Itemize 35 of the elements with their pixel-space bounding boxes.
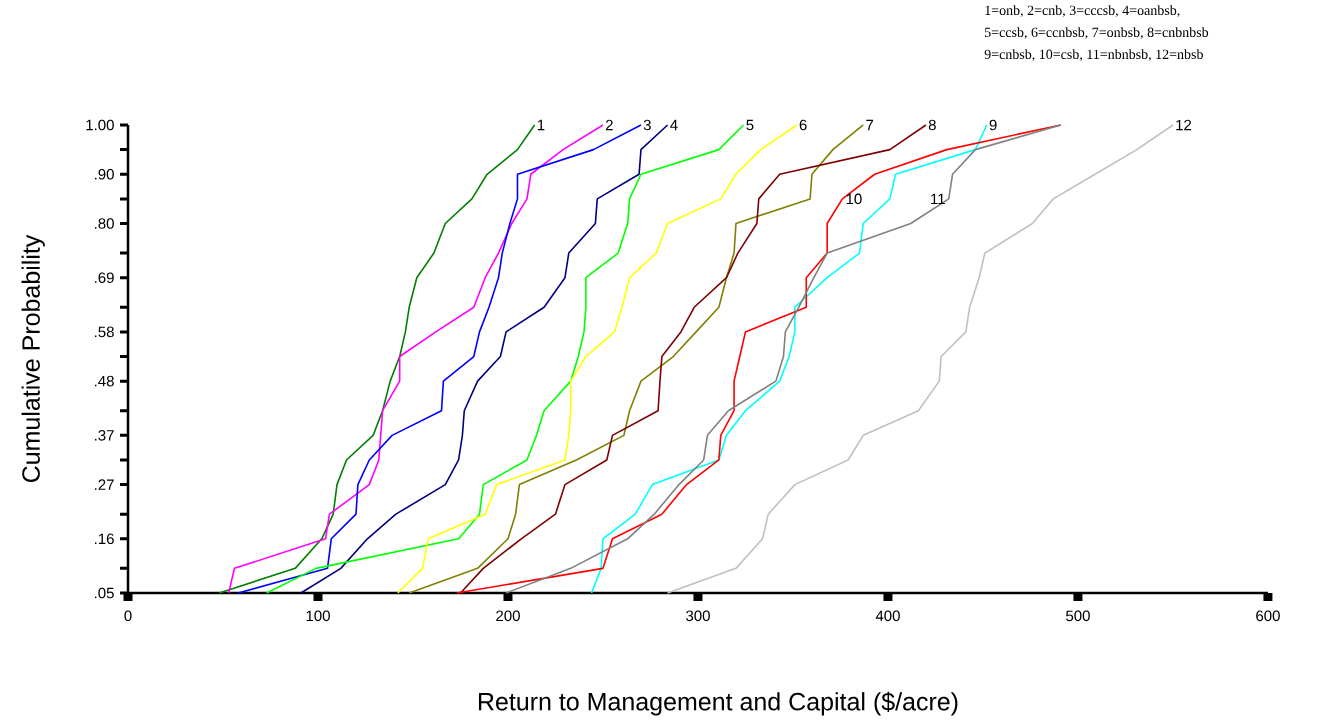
series-label: 8	[928, 119, 936, 131]
x-tick-label: 100	[306, 610, 330, 622]
y-tick-label: .05	[94, 587, 114, 599]
y-tick-label: .90	[94, 168, 114, 180]
series-label: 3	[643, 119, 651, 131]
y-tick-label: .69	[94, 272, 114, 284]
y-tick-label: .16	[94, 533, 114, 545]
series-label: 12	[1176, 119, 1192, 131]
x-tick-label: 200	[496, 610, 520, 622]
series-label: 4	[670, 119, 678, 131]
y-axis-title: Cumulative Probability	[21, 234, 45, 483]
y-tick-label: .27	[94, 479, 114, 490]
text: 1=onb, 2=cnb, 3=cccsb, 4=oanbsb,	[985, 5, 1180, 18]
y-tick-label: .58	[94, 326, 114, 338]
y-tick-label: .48	[94, 375, 114, 387]
x-tick-label: 0	[124, 610, 132, 622]
x-tick-label: 600	[1256, 610, 1280, 622]
series-label: 2	[605, 119, 613, 131]
text: 9=cnbsb, 10=csb, 11=nbnbsb, 12=nbsb	[984, 49, 1203, 62]
x-tick-label: 300	[686, 610, 710, 622]
x-tick-label: 500	[1066, 610, 1090, 622]
text: 5=ccsb, 6=ccnbsb, 7=onbsb, 8=cnbnbsb	[985, 27, 1209, 40]
line-series	[218, 124, 536, 594]
series-label: 6	[799, 119, 807, 131]
x-tick-label: 400	[875, 610, 900, 622]
x-axis-title: Return to Management and Capital ($/acre)	[478, 691, 958, 716]
y-tick-label: 1.00	[86, 119, 114, 131]
y-tick-label: .37	[94, 430, 114, 441]
series-label: 9	[989, 119, 997, 131]
series-label: 1	[537, 119, 545, 131]
series-label: 11	[931, 193, 945, 205]
series-label: 7	[866, 119, 874, 131]
series-label: 10	[846, 193, 862, 205]
y-tick-label: .80	[94, 218, 114, 229]
series-label: 5	[746, 119, 754, 131]
